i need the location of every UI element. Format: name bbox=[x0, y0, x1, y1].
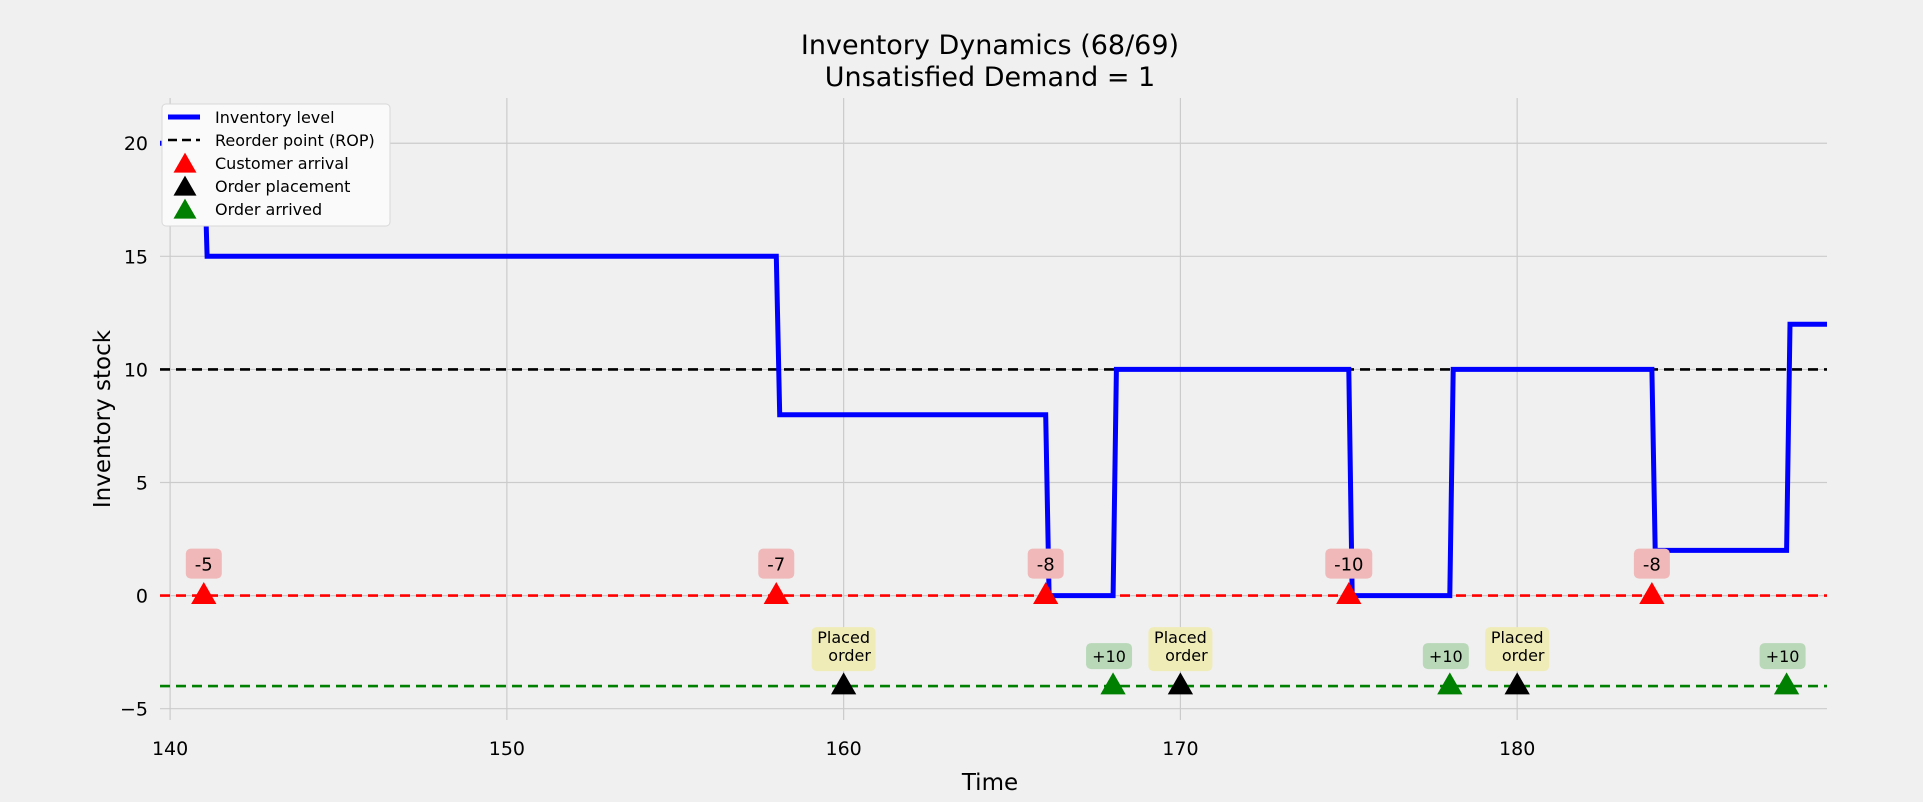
inventory-series bbox=[160, 140, 1827, 599]
event-annotations: -5 -7 -8 -10 -8PlacedorderPlacedorderPlacedo… bbox=[185, 548, 1806, 672]
customer-label: -5 bbox=[195, 555, 213, 576]
placement-label-line2: order bbox=[1502, 646, 1545, 665]
placement-label-box bbox=[811, 627, 876, 672]
customer-arrival-marker bbox=[1033, 581, 1059, 604]
tick-labels: 140 150 160 170 180 −5 0 5 10 15 20 bbox=[120, 133, 1535, 760]
placement-label-line1: Placed bbox=[1491, 628, 1544, 647]
arrival-label-box bbox=[1759, 643, 1806, 670]
legend-swatch-triangle bbox=[173, 198, 197, 219]
arrival-label: +10 bbox=[1766, 647, 1800, 666]
customer-label: -8 bbox=[1643, 555, 1661, 576]
placement-label-line2: order bbox=[828, 646, 871, 665]
legend-label: Inventory level bbox=[215, 108, 335, 127]
arrival-label: +10 bbox=[1429, 647, 1463, 666]
customer-label-box bbox=[1325, 548, 1373, 579]
placement-label-box bbox=[1485, 627, 1550, 672]
legend: Inventory level Reorder point (ROP) Custom… bbox=[161, 103, 391, 227]
event-markers bbox=[191, 581, 1800, 695]
y-tick-label: 15 bbox=[124, 246, 148, 268]
arrival-label-box bbox=[1086, 643, 1133, 670]
reference-lines bbox=[160, 368, 1827, 688]
legend-label: Reorder point (ROP) bbox=[215, 131, 375, 150]
order-arrival-marker bbox=[1437, 672, 1463, 695]
x-tick-label: 160 bbox=[826, 738, 862, 760]
x-tick-label: 180 bbox=[1499, 738, 1535, 760]
placement-label-line1: Placed bbox=[817, 628, 870, 647]
y-tick-label: 20 bbox=[124, 133, 148, 155]
x-tick-label: 140 bbox=[152, 738, 188, 760]
placement-label-line2: order bbox=[1165, 646, 1208, 665]
inventory-level-line bbox=[160, 140, 1827, 599]
arrival-label: +10 bbox=[1092, 647, 1126, 666]
legend-swatch-triangle bbox=[173, 175, 197, 196]
order-placement-marker bbox=[1504, 672, 1530, 695]
x-axis-label: Time bbox=[961, 770, 1018, 796]
x-tick-label: 150 bbox=[489, 738, 525, 760]
placement-label-box bbox=[1148, 627, 1213, 672]
placement-label-line1: Placed bbox=[1154, 628, 1207, 647]
x-tick-label: 170 bbox=[1162, 738, 1198, 760]
order-arrival-marker bbox=[1100, 672, 1126, 695]
order-placement-marker bbox=[1167, 672, 1194, 695]
y-tick-label: 5 bbox=[136, 473, 148, 495]
legend-label: Order arrived bbox=[215, 200, 322, 219]
legend-label: Customer arrival bbox=[215, 154, 349, 173]
legend-box bbox=[161, 103, 391, 227]
customer-label-box bbox=[758, 548, 795, 579]
customer-label: -7 bbox=[767, 555, 785, 576]
y-tick-label: 10 bbox=[124, 359, 148, 381]
y-axis-label: Inventory stock bbox=[90, 329, 116, 508]
order-placement-marker bbox=[830, 672, 857, 695]
customer-arrival-marker bbox=[191, 581, 217, 604]
customer-arrival-marker bbox=[1639, 581, 1665, 604]
y-tick-label: −5 bbox=[120, 699, 148, 721]
customer-label: -10 bbox=[1334, 555, 1363, 576]
arrival-label-box bbox=[1422, 643, 1469, 670]
chart-subtitle: Unsatisfied Demand = 1 bbox=[825, 62, 1155, 93]
legend-swatch-triangle bbox=[173, 152, 197, 173]
customer-label-box bbox=[1027, 548, 1064, 579]
customer-label-box bbox=[1633, 548, 1670, 579]
order-arrival-marker bbox=[1773, 672, 1800, 695]
legend-label: Order placement bbox=[215, 177, 350, 196]
grid bbox=[160, 98, 1827, 720]
customer-label-box bbox=[185, 548, 222, 579]
customer-arrival-marker bbox=[763, 581, 789, 604]
customer-arrival-marker bbox=[1336, 581, 1362, 604]
y-tick-label: 0 bbox=[136, 586, 148, 608]
customer-label: -8 bbox=[1037, 555, 1055, 576]
chart-title: Inventory Dynamics (68/69) bbox=[801, 30, 1179, 61]
